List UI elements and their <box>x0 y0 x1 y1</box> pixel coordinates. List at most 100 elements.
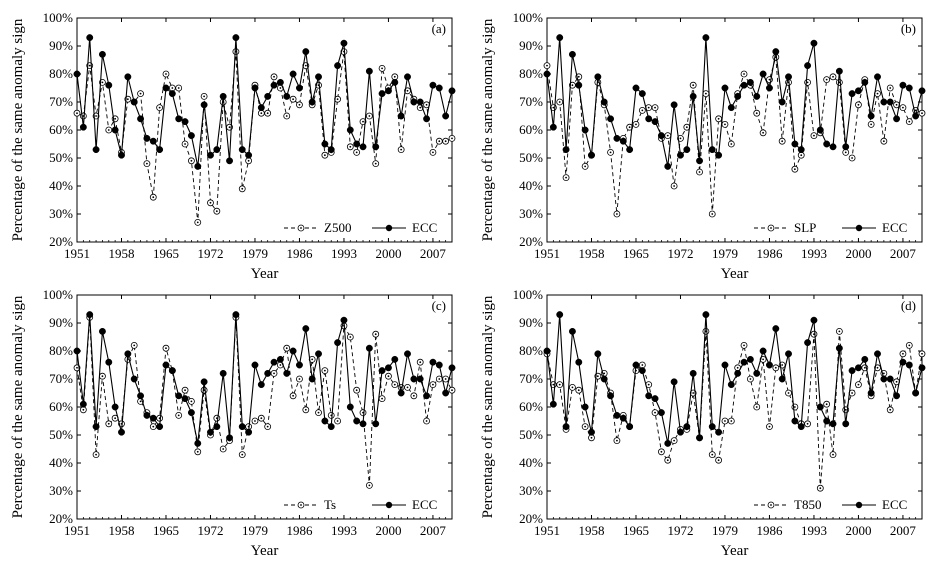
data-point-ecc <box>315 350 322 358</box>
panel-label: (b) <box>901 21 916 36</box>
data-point-ecc <box>353 417 361 425</box>
data-point-center <box>851 392 853 394</box>
data-point-center <box>819 487 822 490</box>
data-point-ecc <box>276 78 284 86</box>
legend-label-z500: Z500 <box>324 220 351 235</box>
y-tick-label: 50% <box>519 150 543 165</box>
data-point-center <box>177 87 180 89</box>
x-tick-label: 1972 <box>197 246 223 261</box>
data-point-center <box>393 383 396 386</box>
data-point-center <box>857 103 860 106</box>
y-tick-label: 70% <box>519 371 543 386</box>
data-point-center <box>241 453 244 456</box>
data-point-ecc <box>689 369 697 377</box>
data-point-ecc <box>73 70 81 78</box>
data-point-center <box>673 185 676 187</box>
data-point-center <box>451 389 453 392</box>
y-tick-label: 100% <box>513 10 544 25</box>
data-point-center <box>368 115 371 117</box>
y-tick-label: 60% <box>49 399 73 414</box>
data-point-center <box>438 378 441 380</box>
data-point-ecc <box>664 162 672 170</box>
data-point-ecc <box>594 350 602 358</box>
data-point-ecc <box>886 98 894 106</box>
data-point-ecc <box>816 126 824 134</box>
data-point-ecc <box>264 92 272 100</box>
data-point-ecc <box>143 411 151 419</box>
data-point-center <box>146 162 148 165</box>
data-point-center <box>781 364 784 366</box>
data-point-ecc <box>721 361 729 369</box>
plot-frame <box>546 17 923 243</box>
data-point-center <box>374 162 377 165</box>
data-point-ecc <box>315 73 322 81</box>
data-point-center <box>209 201 212 204</box>
x-tick-label: 1979 <box>712 246 738 261</box>
data-point-center <box>596 375 599 378</box>
data-point-center <box>558 101 561 103</box>
data-point-center <box>266 112 269 115</box>
data-point-center <box>870 123 873 126</box>
legend-label-ecc: ECC <box>882 497 907 512</box>
data-point-center <box>577 75 580 78</box>
x-tick-label: 1993 <box>801 246 827 261</box>
data-point-center <box>432 151 434 154</box>
data-point-ecc <box>727 381 735 389</box>
data-point-center <box>679 137 682 140</box>
data-point-ecc <box>651 118 659 126</box>
data-point-ecc <box>200 101 208 109</box>
data-point-ecc <box>543 70 551 78</box>
x-tick-label: 1979 <box>242 246 268 261</box>
data-point-center <box>641 364 644 366</box>
data-point-ecc <box>289 347 297 355</box>
x-tick-label: 1993 <box>331 523 357 538</box>
data-point-center <box>781 140 784 143</box>
data-point-ecc <box>708 146 716 154</box>
data-point-ecc <box>327 146 335 154</box>
data-point-ecc <box>219 92 227 100</box>
data-point-ecc <box>137 392 145 400</box>
data-point-ecc <box>334 62 342 70</box>
data-point-ecc <box>302 325 310 333</box>
data-point-ecc <box>207 151 214 159</box>
data-point-ecc <box>899 81 907 89</box>
data-point-ecc <box>918 87 926 95</box>
y-tick-label: 70% <box>49 371 73 386</box>
data-point-center <box>139 400 142 403</box>
data-point-center <box>152 425 155 428</box>
data-point-center <box>355 389 358 392</box>
data-point-ecc <box>746 355 754 363</box>
data-point-center <box>768 425 771 428</box>
data-point-ecc <box>734 92 742 100</box>
data-point-ecc <box>893 115 901 123</box>
data-point-center <box>254 420 256 422</box>
data-point-center <box>863 366 866 369</box>
data-point-center <box>832 75 834 78</box>
data-point-ecc <box>353 140 361 148</box>
data-point-ecc <box>810 39 818 47</box>
data-point-center <box>76 112 78 115</box>
y-tick-label: 90% <box>49 315 73 330</box>
legend-marker-center <box>300 504 302 506</box>
data-point-ecc <box>543 347 551 355</box>
data-point-ecc <box>867 389 875 397</box>
data-point-ecc <box>410 98 418 106</box>
data-point-ecc <box>73 347 81 355</box>
data-point-center <box>412 394 415 397</box>
data-point-ecc <box>638 90 646 98</box>
data-point-ecc <box>257 381 265 389</box>
data-point-ecc <box>149 137 157 145</box>
data-point-ecc <box>778 98 786 106</box>
x-tick-label: 1958 <box>108 523 134 538</box>
data-point-center <box>851 157 853 159</box>
data-point-ecc <box>645 392 653 400</box>
data-point-center <box>126 98 129 101</box>
data-point-ecc <box>556 311 564 319</box>
data-point-ecc <box>746 78 754 86</box>
data-point-center <box>914 109 917 112</box>
data-point-ecc <box>689 92 697 100</box>
data-point-center <box>228 126 231 129</box>
x-tick-label: 2000 <box>375 246 401 261</box>
data-point-center <box>660 450 663 453</box>
data-point-center <box>107 129 110 131</box>
